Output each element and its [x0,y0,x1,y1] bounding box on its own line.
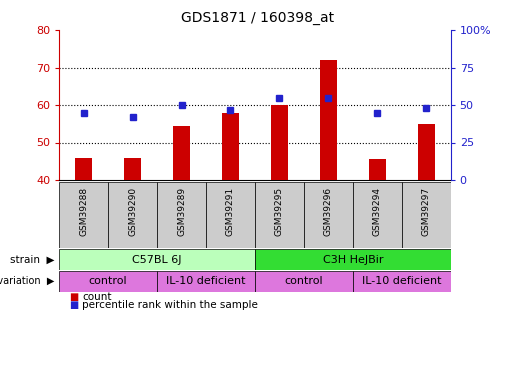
Text: GSM39297: GSM39297 [422,187,431,236]
Bar [222,112,239,180]
Bar [271,105,288,180]
Text: control: control [284,276,323,286]
Text: strain  ▶: strain ▶ [10,255,54,265]
Bar [173,126,190,180]
Bar [369,159,386,180]
Text: GSM39288: GSM39288 [79,187,88,236]
Bar [157,182,206,248]
Text: GSM39289: GSM39289 [177,187,186,236]
Bar [157,271,255,292]
Bar [304,182,353,248]
Bar [255,271,353,292]
Text: IL-10 deficient: IL-10 deficient [166,276,246,286]
Text: GSM39296: GSM39296 [324,187,333,236]
Text: C3H HeJBir: C3H HeJBir [322,255,383,265]
Text: GDS1871 / 160398_at: GDS1871 / 160398_at [181,11,334,25]
Text: ■: ■ [70,300,79,310]
Bar [108,182,157,248]
Bar [59,182,108,248]
Text: GSM39290: GSM39290 [128,187,137,236]
Bar [353,271,451,292]
Bar [59,249,255,270]
Bar [59,271,157,292]
Text: GSM39294: GSM39294 [373,187,382,236]
Bar [255,249,451,270]
Text: percentile rank within the sample: percentile rank within the sample [82,300,259,310]
Bar [320,60,337,180]
Bar [353,182,402,248]
Text: control: control [89,276,128,286]
Text: genotype/variation  ▶: genotype/variation ▶ [0,276,54,286]
Bar [124,158,141,180]
Text: IL-10 deficient: IL-10 deficient [362,276,441,286]
Bar [402,182,451,248]
Text: count: count [82,292,112,302]
Text: ■: ■ [70,292,79,302]
Text: GSM39295: GSM39295 [275,187,284,236]
Bar [255,182,304,248]
Bar [75,158,92,180]
Bar [418,124,435,180]
Bar [206,182,255,248]
Text: C57BL 6J: C57BL 6J [132,255,182,265]
Text: GSM39291: GSM39291 [226,187,235,236]
